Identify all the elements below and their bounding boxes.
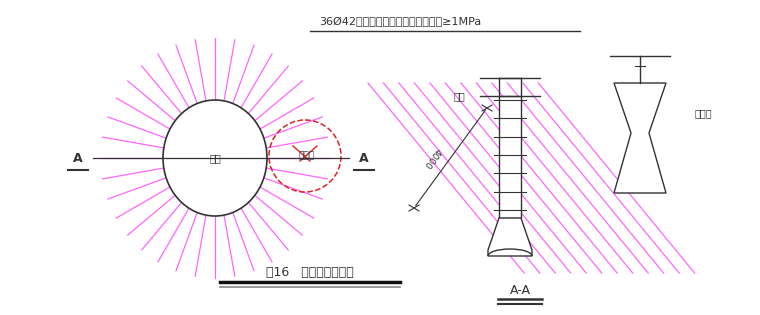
Polygon shape	[488, 218, 532, 256]
Text: 图16   桦底加固平面图: 图16 桦底加固平面图	[266, 266, 354, 278]
Text: 既有桦: 既有桦	[299, 152, 315, 161]
Text: 既有桦: 既有桦	[695, 108, 713, 118]
Polygon shape	[614, 83, 666, 193]
Bar	[499, 96, 521, 218]
Text: A-A: A-A	[509, 284, 530, 296]
Ellipse shape	[163, 100, 267, 216]
Text: 新桦: 新桦	[453, 91, 465, 101]
Text: 4000: 4000	[422, 146, 442, 170]
Text: A: A	[359, 152, 369, 164]
Text: 36Ø42注浆孔，水注浆浆，注浆压力≥1MPa: 36Ø42注浆孔，水注浆浆，注浆压力≥1MPa	[319, 17, 481, 27]
Text: 新桦: 新桦	[209, 153, 221, 163]
Text: A: A	[73, 152, 83, 164]
